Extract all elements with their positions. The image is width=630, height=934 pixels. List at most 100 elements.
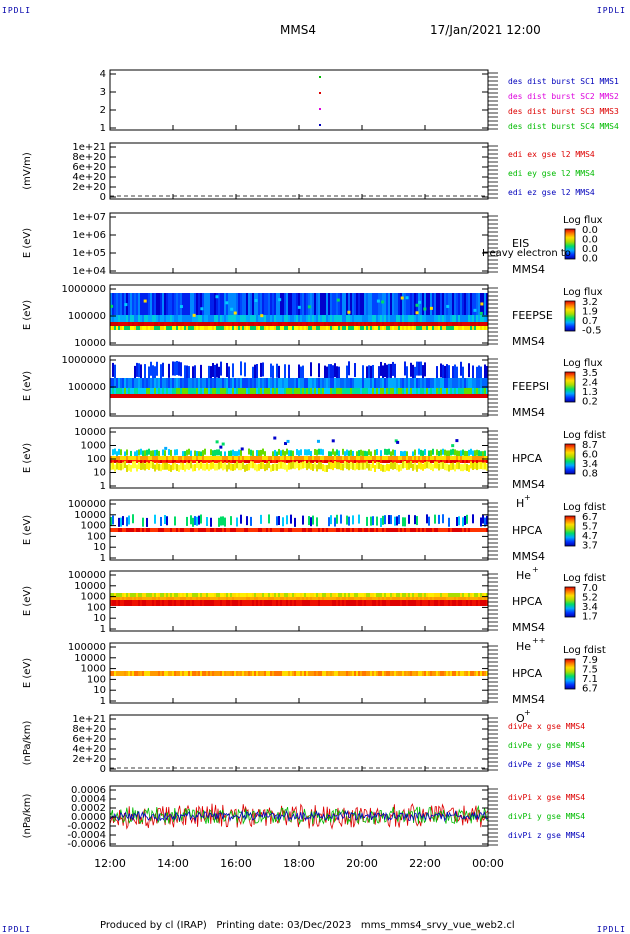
spectrogram-pixel bbox=[318, 528, 320, 532]
x-tick-label: 14:00 bbox=[157, 857, 189, 870]
spectrogram-pixel bbox=[402, 451, 404, 458]
spectrogram-pixel bbox=[284, 394, 286, 398]
spectrogram-pixel bbox=[244, 394, 246, 398]
spectrogram-pixel bbox=[354, 322, 356, 326]
spectrogram-pixel bbox=[296, 528, 298, 532]
legend-entry: des dist burst SC4 MMS4 bbox=[508, 122, 619, 131]
spectrogram-pixel bbox=[364, 528, 366, 532]
spectrogram-pixel bbox=[124, 456, 126, 460]
spectrogram-pixel bbox=[446, 463, 448, 471]
spectrogram-pixel bbox=[302, 378, 304, 388]
spectrogram-pixel bbox=[400, 463, 402, 471]
spectrogram-pixel bbox=[452, 366, 454, 381]
spectrogram-pixel bbox=[390, 515, 392, 525]
species-charge: + bbox=[524, 493, 531, 502]
spectrogram-pixel bbox=[442, 388, 444, 394]
spectrogram-pixel bbox=[394, 456, 396, 460]
spectrogram-pixel bbox=[430, 293, 432, 315]
spectrogram-pixel bbox=[116, 593, 118, 597]
spectrogram-pixel bbox=[352, 593, 354, 597]
spectrogram-pixel bbox=[260, 528, 262, 532]
spectrogram-pixel bbox=[212, 461, 214, 469]
spectrogram-pixel bbox=[478, 450, 480, 457]
spectrogram-pixel bbox=[374, 593, 376, 597]
spectrogram-pixel bbox=[378, 394, 380, 398]
spectrogram-pixel bbox=[376, 394, 378, 398]
spectrogram-pixel bbox=[246, 463, 248, 471]
spectrogram-pixel bbox=[336, 597, 338, 600]
spectrogram-pixel bbox=[178, 600, 180, 606]
spectrogram-pixel bbox=[318, 363, 320, 378]
spectrogram-pixel bbox=[256, 600, 258, 606]
spectrogram-pixel bbox=[376, 293, 378, 315]
spectrogram-pixel bbox=[250, 461, 252, 469]
spectrogram-pixel bbox=[204, 597, 206, 600]
spectrogram-pixel bbox=[152, 315, 154, 322]
spectrogram-pixel bbox=[168, 593, 170, 597]
spectrogram-pixel bbox=[304, 600, 306, 606]
series-line bbox=[109, 809, 489, 822]
spectrogram-pixel bbox=[286, 378, 288, 388]
spectrogram-pixel bbox=[236, 593, 238, 597]
spectrogram-pixel bbox=[340, 597, 342, 600]
spectrogram-pixel bbox=[446, 388, 448, 394]
spectrogram-pixel bbox=[162, 593, 164, 597]
spectrogram-pixel bbox=[278, 388, 280, 394]
spacecraft-label: MMS4 bbox=[512, 693, 545, 706]
spectrogram-pixel bbox=[224, 456, 226, 460]
spectrogram-pixel bbox=[260, 293, 262, 315]
spectrogram-pixel bbox=[304, 449, 306, 456]
spectrogram-pixel bbox=[320, 517, 322, 527]
spectrogram-pixel bbox=[388, 363, 390, 378]
spectrogram-pixel bbox=[322, 322, 324, 326]
spectrogram-pixel bbox=[218, 394, 220, 398]
spectrogram-pixel bbox=[416, 378, 418, 388]
spectrogram-pixel bbox=[430, 394, 432, 398]
spectrogram-pixel bbox=[444, 600, 446, 606]
spectrogram-pixel bbox=[342, 293, 344, 315]
spectrogram-pixel bbox=[386, 322, 388, 326]
spectrogram-pixel bbox=[264, 293, 266, 315]
spectrogram-pixel bbox=[148, 322, 150, 326]
spectrogram-pixel bbox=[328, 315, 330, 322]
spectrogram-pixel bbox=[438, 463, 440, 471]
spectrogram-pixel bbox=[276, 528, 278, 532]
spectrogram-pixel bbox=[404, 600, 406, 606]
spectrogram-pixel bbox=[206, 462, 208, 470]
spectrogram-pixel bbox=[230, 378, 232, 388]
spectrogram-pixel bbox=[258, 322, 260, 326]
spectrogram-pixel bbox=[444, 517, 446, 527]
spectrogram-pixel bbox=[118, 456, 120, 460]
spectrogram-pixel bbox=[470, 315, 472, 322]
spectrogram-pixel bbox=[204, 463, 206, 471]
spectrogram-pixel bbox=[310, 517, 312, 527]
spectrogram-pixel bbox=[416, 388, 418, 394]
spectrogram-pixel bbox=[292, 515, 294, 525]
spectrogram-pixel bbox=[358, 394, 360, 398]
spectrogram-pixel bbox=[290, 322, 292, 326]
spectrogram-pixel bbox=[368, 463, 370, 471]
burst-mark bbox=[319, 108, 321, 110]
spectrogram-pixel bbox=[192, 600, 194, 606]
spectrogram-pixel bbox=[114, 597, 116, 600]
spectrogram-pixel bbox=[154, 322, 156, 326]
spectrogram-pixel bbox=[184, 326, 186, 330]
spectrogram-pixel bbox=[350, 388, 352, 394]
spectrogram-pixel bbox=[294, 593, 296, 597]
spectrogram-pixel bbox=[248, 378, 250, 388]
spectrogram-pixel bbox=[136, 456, 138, 460]
spectrogram-pixel bbox=[426, 528, 428, 532]
spectrogram-pixel bbox=[200, 322, 202, 326]
spectrogram-pixel bbox=[168, 514, 170, 524]
spectrogram-pixel bbox=[158, 394, 160, 398]
spectrogram-pixel bbox=[176, 671, 178, 676]
spectrogram-pixel bbox=[444, 456, 446, 460]
spectrogram-pixel bbox=[212, 450, 214, 457]
spectrogram-pixel bbox=[432, 364, 434, 379]
spectrogram-pixel bbox=[276, 597, 278, 600]
spectrogram-pixel bbox=[436, 315, 438, 322]
spectrogram-pixel bbox=[384, 448, 386, 455]
spectrogram-pixel bbox=[252, 456, 254, 460]
spectrogram-pixel bbox=[374, 449, 376, 456]
spectrogram-pixel bbox=[214, 671, 216, 676]
